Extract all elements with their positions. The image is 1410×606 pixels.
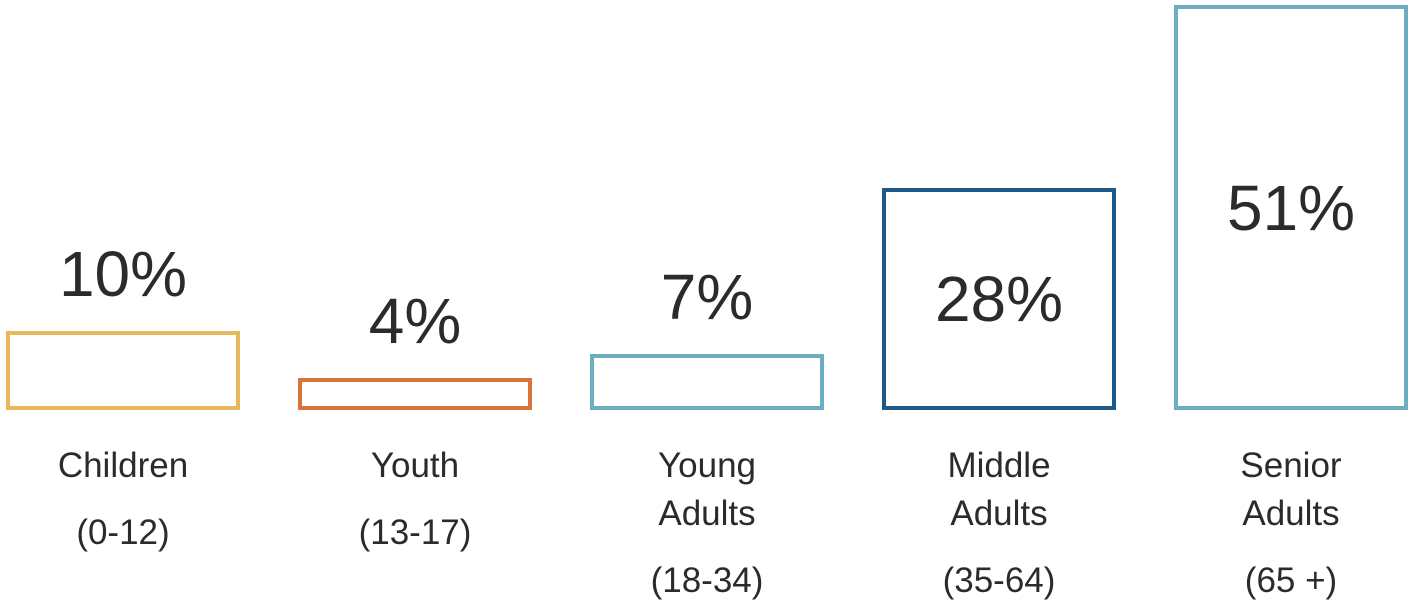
- bar: [6, 330, 240, 410]
- value-label: 10%: [58, 237, 188, 310]
- value-label: 28%: [934, 262, 1064, 335]
- age-range: (13-17): [358, 513, 472, 552]
- category-label: Children (0-12): [6, 442, 240, 557]
- category-label: Young Adults (18-34): [590, 442, 824, 605]
- value-label: 51%: [1226, 171, 1356, 244]
- value-label: 7%: [660, 261, 754, 334]
- value-label: 4%: [368, 285, 462, 358]
- category-name: Senior Adults: [1240, 446, 1342, 533]
- category-name: Children: [57, 446, 189, 485]
- bar: [590, 354, 824, 410]
- category-name: Middle Adults: [947, 446, 1051, 533]
- age-range: (0-12): [76, 513, 170, 552]
- age-range: (65 +): [1244, 561, 1338, 600]
- age-range: (35-64): [942, 561, 1056, 600]
- category-label: Youth (13-17): [298, 442, 532, 557]
- category-label: Senior Adults (65 +): [1174, 442, 1408, 605]
- age-range: (18-34): [650, 561, 764, 600]
- category-label: Middle Adults (35-64): [882, 442, 1116, 605]
- bar: [298, 378, 532, 410]
- category-name: Young Adults: [658, 446, 756, 533]
- category-name: Youth: [370, 446, 460, 485]
- bar: [1174, 5, 1408, 410]
- bar: [882, 187, 1116, 410]
